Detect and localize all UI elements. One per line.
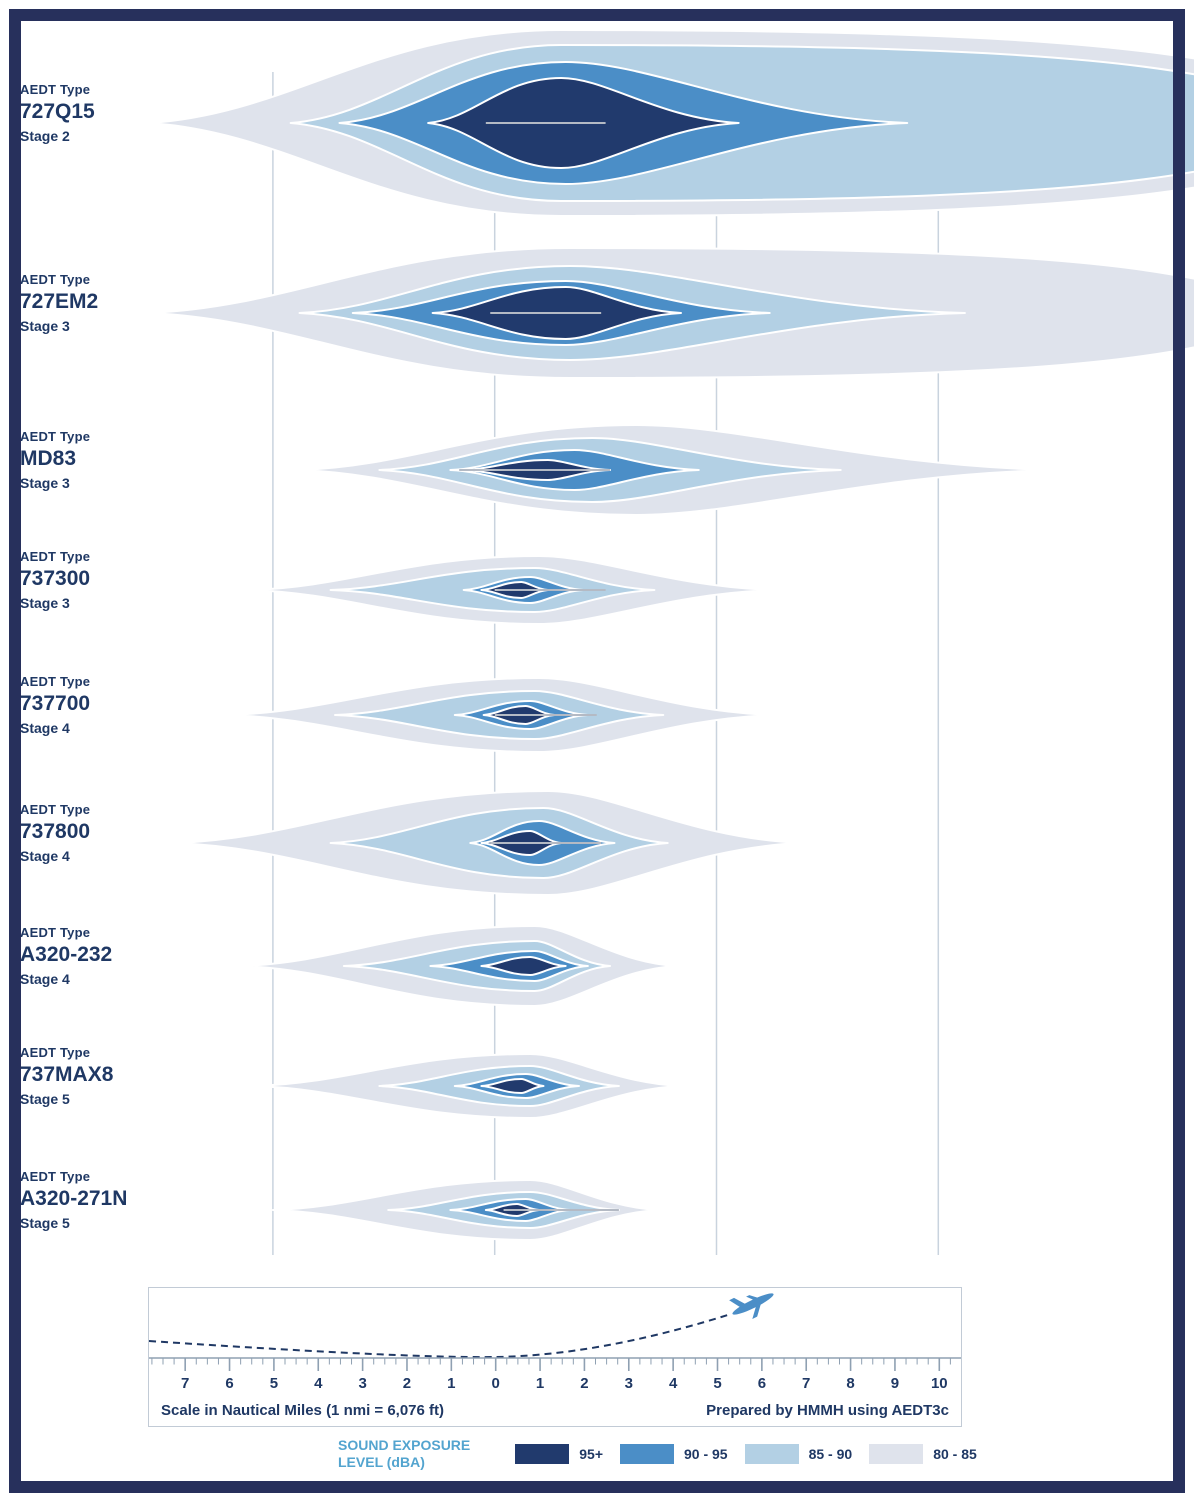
aircraft-name: 737300 bbox=[20, 567, 91, 590]
sel-contour-band bbox=[480, 1078, 545, 1094]
legend-swatch bbox=[620, 1444, 674, 1464]
ruler-tick-label: 1 bbox=[536, 1375, 544, 1392]
legend: SOUND EXPOSURE LEVEL (dBA) 95+ 90 - 95 8… bbox=[338, 1437, 977, 1471]
distance-scale: 7 6 5 4 3 2 1 0 1 2 3 4 5 6 7 8 9 10 bbox=[149, 1293, 961, 1392]
ruler-tick-label: 8 bbox=[846, 1375, 854, 1392]
ruler-tick-label: 7 bbox=[802, 1375, 810, 1392]
legend-item: 90 - 95 bbox=[620, 1444, 728, 1464]
legend-title: SOUND EXPOSURE LEVEL (dBA) bbox=[338, 1437, 470, 1471]
legend-swatch bbox=[869, 1444, 924, 1464]
ruler-tick-label: 5 bbox=[713, 1375, 721, 1392]
ruler-tick-label: 0 bbox=[492, 1375, 500, 1392]
ruler-tick-label: 2 bbox=[403, 1375, 411, 1392]
legend-label: 90 - 95 bbox=[684, 1446, 728, 1462]
ruler-tick-label: 4 bbox=[669, 1375, 678, 1392]
aedt-type-caption: AEDT Type bbox=[20, 429, 91, 444]
sel-contour-band bbox=[480, 956, 567, 976]
legend-items: 95+ 90 - 95 85 - 90 80 - 85 bbox=[515, 1444, 977, 1464]
aedt-type-caption: AEDT Type bbox=[20, 674, 91, 689]
stage-label: Stage 5 bbox=[20, 1215, 70, 1231]
flight-profile-path bbox=[149, 1313, 732, 1359]
legend-item: 85 - 90 bbox=[744, 1444, 853, 1464]
aircraft-label: AEDT Type 737700 Stage 4 bbox=[20, 674, 180, 736]
stage-label: Stage 4 bbox=[20, 720, 70, 736]
stage-label: Stage 4 bbox=[20, 848, 70, 864]
contour-chart bbox=[147, 29, 1194, 1255]
aircraft-name: A320-232 bbox=[20, 943, 113, 966]
aedt-type-caption: AEDT Type bbox=[20, 925, 91, 940]
ruler-tick-label: 5 bbox=[270, 1375, 278, 1392]
legend-title-line2: LEVEL (dBA) bbox=[338, 1454, 425, 1470]
ruler-tick-label: 1 bbox=[447, 1375, 455, 1392]
ruler-tick-label: 7 bbox=[181, 1375, 189, 1392]
legend-swatch bbox=[744, 1444, 799, 1464]
aircraft-label: AEDT Type A320-271N Stage 5 bbox=[20, 1169, 180, 1231]
ruler-tick-label: 9 bbox=[891, 1375, 899, 1392]
aircraft-label: AEDT Type 727EM2 Stage 3 bbox=[20, 272, 180, 334]
aircraft-name: MD83 bbox=[20, 447, 77, 470]
stage-label: Stage 2 bbox=[20, 128, 70, 144]
legend-label: 95+ bbox=[579, 1446, 603, 1462]
aircraft-name: 737800 bbox=[20, 820, 91, 843]
legend-label: 85 - 90 bbox=[808, 1446, 853, 1462]
ruler-tick-label: 6 bbox=[225, 1375, 233, 1392]
aedt-type-caption: AEDT Type bbox=[20, 1045, 91, 1060]
legend-item: 95+ bbox=[515, 1444, 603, 1464]
legend-title-line1: SOUND EXPOSURE bbox=[338, 1437, 471, 1453]
ruler-tick-label: 3 bbox=[358, 1375, 366, 1392]
credit-caption: Prepared by HMMH using AEDT3c bbox=[706, 1402, 949, 1419]
aircraft-name: A320-271N bbox=[20, 1187, 128, 1210]
aedt-type-caption: AEDT Type bbox=[20, 82, 91, 97]
aedt-type-caption: AEDT Type bbox=[20, 272, 91, 287]
aircraft-name: 727EM2 bbox=[20, 290, 99, 313]
aedt-type-caption: AEDT Type bbox=[20, 802, 91, 817]
stage-label: Stage 3 bbox=[20, 595, 70, 611]
stage-label: Stage 3 bbox=[20, 318, 70, 334]
stage-label: Stage 4 bbox=[20, 971, 70, 987]
legend-label: 80 - 85 bbox=[933, 1446, 977, 1462]
aircraft-label: AEDT Type 737300 Stage 3 bbox=[20, 549, 180, 611]
ruler-tick-label: 2 bbox=[580, 1375, 588, 1392]
ruler-tick-label: 3 bbox=[625, 1375, 633, 1392]
aircraft-label: AEDT Type MD83 Stage 3 bbox=[20, 429, 180, 491]
scale-box: 7 6 5 4 3 2 1 0 1 2 3 4 5 6 7 8 9 10 Scale in Nautical Mi… bbox=[148, 1287, 962, 1427]
aircraft-name: 737700 bbox=[20, 692, 91, 715]
aircraft-label: AEDT Type A320-232 Stage 4 bbox=[20, 925, 180, 987]
legend-item: 80 - 85 bbox=[869, 1444, 977, 1464]
ruler-tick-label: 10 bbox=[931, 1375, 948, 1392]
ruler-tick-label: 6 bbox=[758, 1375, 766, 1392]
aircraft-name: 727Q15 bbox=[20, 100, 95, 123]
aircraft-label: AEDT Type 737800 Stage 4 bbox=[20, 802, 180, 864]
legend-swatch bbox=[515, 1444, 570, 1464]
stage-label: Stage 5 bbox=[20, 1091, 70, 1107]
aircraft-name: 737MAX8 bbox=[20, 1063, 114, 1086]
airplane-icon bbox=[729, 1293, 774, 1320]
aedt-type-caption: AEDT Type bbox=[20, 549, 91, 564]
aircraft-label: AEDT Type 737MAX8 Stage 5 bbox=[20, 1045, 180, 1107]
aedt-type-caption: AEDT Type bbox=[20, 1169, 91, 1184]
ruler-tick-label: 4 bbox=[314, 1375, 323, 1392]
stage-label: Stage 3 bbox=[20, 475, 70, 491]
scale-caption: Scale in Nautical Miles (1 nmi = 6,076 f… bbox=[161, 1402, 445, 1419]
aircraft-label: AEDT Type 727Q15 Stage 2 bbox=[20, 82, 180, 144]
